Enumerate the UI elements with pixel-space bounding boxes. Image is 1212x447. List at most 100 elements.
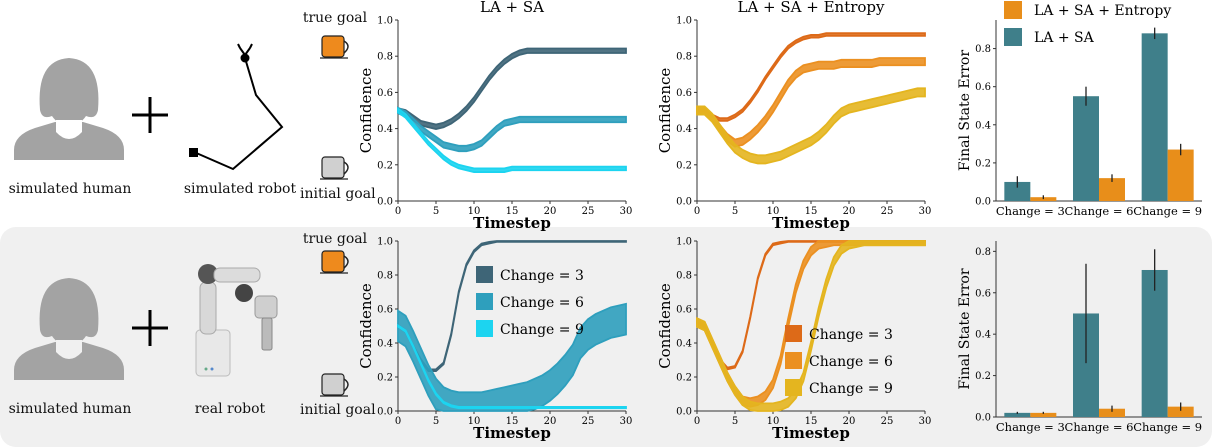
y-tick-label: 0.4 — [676, 124, 692, 135]
bar-la-sa — [1004, 412, 1031, 417]
chart-confidence-la-sa-bottom: 0 5 10 15 20 25 30 0.0 0.2 0.4 0.6 0.8 1.0 Timestep Co… — [357, 237, 632, 443]
series-band-3 — [696, 87, 926, 165]
chart-confidence-entropy-top: 0 5 10 15 20 25 30 0.0 0.2 0.4 0.6 0.8 1.0 Timestep Co… — [656, 0, 931, 232]
y-tick-label: 0.6 — [676, 88, 692, 99]
legend-label-1: LA + SA + Entropy — [1034, 3, 1171, 19]
x-tick-label: Change = 9 — [1133, 420, 1202, 434]
x-tick-label: 20 — [843, 206, 856, 217]
x-tick-label: 25 — [881, 416, 894, 427]
y-axis-label: Final State Error — [957, 268, 973, 389]
x-tick-label: 30 — [620, 416, 633, 427]
series-band-2 — [397, 302, 627, 412]
y-tick-label: 0.0 — [676, 407, 692, 418]
y-tick-label: 0.4 — [975, 330, 991, 341]
legend-swatch-2 — [1004, 28, 1022, 46]
real-robot-label: real robot — [194, 401, 266, 417]
y-tick-label: 1.0 — [377, 237, 393, 248]
x-tick-label: 5 — [433, 416, 439, 427]
legend-swatch-3 — [476, 320, 493, 337]
x-tick-label: 0 — [395, 206, 401, 217]
x-tick-label: Change = 3 — [996, 420, 1065, 434]
x-axis-label: Timestep — [473, 214, 551, 232]
x-tick-label: 20 — [544, 416, 557, 427]
series-band-2 — [397, 106, 627, 153]
y-tick-label: 0.6 — [975, 288, 991, 299]
y-tick-label: 0.2 — [676, 160, 692, 171]
legend-swatch-3 — [785, 379, 802, 396]
y-tick-label: 0.6 — [377, 305, 393, 316]
series-band-1 — [696, 32, 926, 122]
legend-swatch-1 — [1004, 1, 1022, 19]
legend-label-3: Change = 9 — [500, 322, 584, 338]
legend-swatch-1 — [785, 325, 802, 342]
true-goal-mug-icon-bottom — [320, 250, 349, 274]
y-tick-label: 0.4 — [676, 339, 692, 350]
bar-entropy — [1099, 408, 1125, 417]
x-axis-label: Timestep — [772, 424, 850, 442]
y-tick-label: 0.2 — [975, 371, 991, 382]
chart-confidence-la-sa-top: 0 5 10 15 20 25 30 0.0 0.2 0.4 0.6 0.8 1.0 Timestep Co… — [357, 0, 632, 232]
chart-title: LA + SA — [480, 0, 544, 16]
x-tick-label: 0 — [694, 206, 700, 217]
x-tick-label: 10 — [468, 206, 481, 217]
initial-goal-label-top: initial goal — [300, 186, 376, 202]
chart-title: LA + SA + Entropy — [737, 0, 885, 16]
x-tick-label: 15 — [506, 206, 519, 217]
chart-confidence-entropy-bottom: 0 5 10 15 20 25 30 0.0 0.2 0.4 0.6 0.8 1.0 Timestep Co… — [656, 237, 931, 443]
y-tick-label: 0.0 — [676, 197, 692, 208]
y-tick-label: 0.8 — [975, 247, 991, 258]
y-tick-label: 0.2 — [676, 373, 692, 384]
y-tick-label: 0.6 — [676, 305, 692, 316]
x-tick-label: 15 — [805, 206, 818, 217]
series-band-1 — [397, 47, 627, 130]
x-tick-label: 30 — [919, 416, 932, 427]
legend-label-2: LA + SA — [1034, 30, 1095, 46]
bar-entropy — [1030, 412, 1057, 417]
initial-goal-mug-icon-bottom — [320, 373, 349, 397]
x-axis-label: Timestep — [473, 424, 551, 442]
y-tick-label: 0.4 — [377, 124, 393, 135]
x-tick-label: 20 — [544, 206, 557, 217]
bar-entropy — [1099, 178, 1125, 201]
legend-swatch-1 — [476, 266, 493, 283]
x-tick-label: 25 — [582, 416, 595, 427]
y-tick-label: 1.0 — [676, 237, 692, 248]
x-tick-label: 5 — [732, 206, 738, 217]
x-tick-label: 5 — [433, 206, 439, 217]
bar-entropy — [1167, 149, 1194, 201]
y-axis-label: Final State Error — [957, 50, 973, 171]
y-tick-label: 0.8 — [676, 271, 692, 282]
bar-entropy — [1167, 406, 1194, 417]
bar-la-sa — [1073, 96, 1099, 201]
legend-label-3: Change = 9 — [809, 381, 893, 397]
plus-icon-top — [132, 97, 168, 133]
y-tick-label: 0.2 — [377, 160, 393, 171]
y-axis-label: Confidence — [656, 68, 674, 154]
y-axis-label: Confidence — [357, 68, 375, 154]
x-tick-label: 25 — [881, 206, 894, 217]
true-goal-mug-icon-top — [320, 35, 349, 59]
human-avatar-icon-top — [14, 58, 124, 160]
simulated-robot-label: simulated robot — [183, 181, 297, 197]
robot-arm-icon — [189, 43, 284, 171]
series-band-3 — [696, 240, 926, 412]
series-band-2 — [696, 57, 926, 148]
plus-icon-bottom — [132, 310, 168, 346]
y-tick-label: 0.0 — [377, 197, 393, 208]
y-axis-label: Confidence — [656, 283, 674, 369]
y-tick-label: 0.6 — [377, 88, 393, 99]
legend-swatch-2 — [476, 293, 493, 310]
series-band-1 — [397, 240, 627, 372]
y-tick-label: 0.4 — [377, 339, 393, 350]
x-tick-label: 0 — [694, 416, 700, 427]
x-tick-label: 10 — [468, 416, 481, 427]
x-tick-label: 25 — [582, 206, 595, 217]
y-tick-label: 0.8 — [377, 52, 393, 63]
x-tick-label: Change = 6 — [1065, 420, 1134, 434]
x-tick-label: 15 — [805, 416, 818, 427]
y-tick-label: 1.0 — [676, 16, 692, 27]
x-tick-label: 5 — [732, 416, 738, 427]
true-goal-label-bottom: true goal — [302, 231, 368, 247]
